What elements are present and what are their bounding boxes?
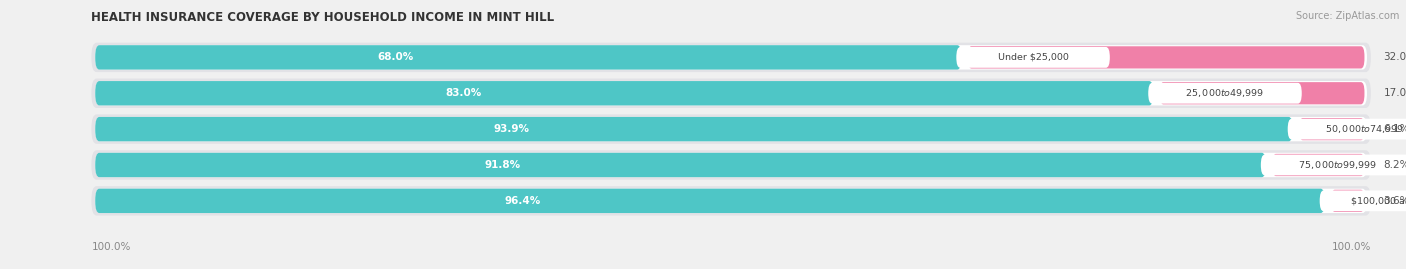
- Text: 68.0%: 68.0%: [378, 52, 413, 62]
- Text: HEALTH INSURANCE COVERAGE BY HOUSEHOLD INCOME IN MINT HILL: HEALTH INSURANCE COVERAGE BY HOUSEHOLD I…: [91, 11, 554, 24]
- Text: 32.0%: 32.0%: [1384, 52, 1406, 62]
- Text: $25,000 to $49,999: $25,000 to $49,999: [1185, 87, 1264, 99]
- FancyBboxPatch shape: [1331, 190, 1364, 212]
- Text: 91.8%: 91.8%: [485, 160, 520, 170]
- FancyBboxPatch shape: [967, 46, 1364, 69]
- Text: Source: ZipAtlas.com: Source: ZipAtlas.com: [1295, 11, 1399, 21]
- FancyBboxPatch shape: [96, 189, 1324, 213]
- FancyBboxPatch shape: [96, 189, 1367, 213]
- Text: $100,000 and over: $100,000 and over: [1351, 196, 1406, 205]
- Text: 96.4%: 96.4%: [505, 196, 541, 206]
- FancyBboxPatch shape: [1320, 190, 1406, 211]
- FancyBboxPatch shape: [96, 45, 962, 70]
- Text: 83.0%: 83.0%: [444, 88, 481, 98]
- FancyBboxPatch shape: [91, 186, 1371, 215]
- FancyBboxPatch shape: [1288, 119, 1406, 140]
- Text: 8.2%: 8.2%: [1384, 160, 1406, 170]
- Text: 3.6%: 3.6%: [1384, 196, 1406, 206]
- FancyBboxPatch shape: [91, 114, 1371, 144]
- FancyBboxPatch shape: [96, 153, 1265, 177]
- FancyBboxPatch shape: [91, 43, 1371, 72]
- FancyBboxPatch shape: [96, 153, 1367, 177]
- Text: Under $25,000: Under $25,000: [998, 53, 1069, 62]
- FancyBboxPatch shape: [96, 117, 1292, 141]
- FancyBboxPatch shape: [1149, 83, 1302, 104]
- FancyBboxPatch shape: [1299, 118, 1364, 140]
- Text: $75,000 to $99,999: $75,000 to $99,999: [1298, 159, 1378, 171]
- FancyBboxPatch shape: [1261, 155, 1406, 175]
- FancyBboxPatch shape: [96, 45, 1367, 70]
- FancyBboxPatch shape: [96, 81, 1153, 105]
- Text: 6.1%: 6.1%: [1384, 124, 1406, 134]
- Text: 93.9%: 93.9%: [494, 124, 530, 134]
- FancyBboxPatch shape: [1272, 154, 1364, 176]
- FancyBboxPatch shape: [91, 150, 1371, 180]
- FancyBboxPatch shape: [96, 81, 1367, 105]
- Text: 17.0%: 17.0%: [1384, 88, 1406, 98]
- FancyBboxPatch shape: [1160, 82, 1364, 104]
- FancyBboxPatch shape: [956, 47, 1109, 68]
- FancyBboxPatch shape: [96, 117, 1367, 141]
- Text: 100.0%: 100.0%: [91, 242, 131, 253]
- FancyBboxPatch shape: [91, 79, 1371, 108]
- Text: 100.0%: 100.0%: [1331, 242, 1371, 253]
- Text: $50,000 to $74,999: $50,000 to $74,999: [1324, 123, 1405, 135]
